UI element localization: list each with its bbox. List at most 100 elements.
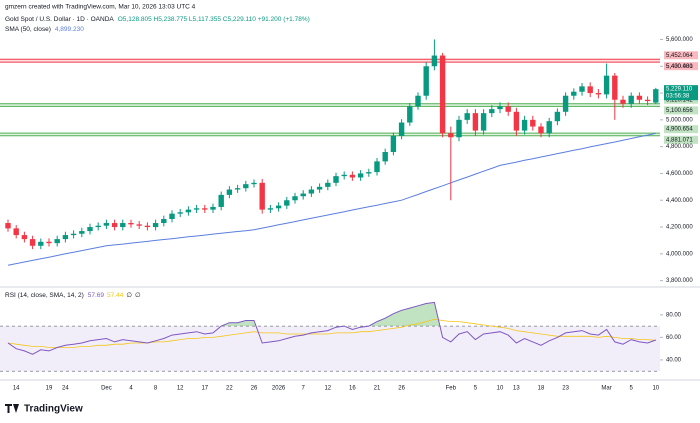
- rsi-y-tick-label: 40.00: [666, 358, 682, 364]
- x-tick-label: 12: [177, 386, 184, 392]
- zone-band: [0, 59, 660, 63]
- x-tick-label: 5: [474, 386, 478, 392]
- sma-header: SMA (50, close) 4,899.230: [5, 26, 84, 33]
- candle-body: [374, 161, 380, 173]
- x-tick-label: 7: [302, 386, 306, 392]
- candle-body: [554, 111, 561, 122]
- sma-value: 4,899.230: [55, 26, 84, 33]
- x-tick-label: 4: [129, 386, 133, 392]
- candle-body: [95, 225, 101, 228]
- candle-body: [382, 152, 388, 162]
- x-tick-label: 16: [349, 386, 356, 392]
- rsi-header: RSI (14, close, SMA, 14, 2) 57.69 57.44 ∅ ∅: [5, 292, 141, 299]
- candle-body: [497, 106, 503, 110]
- candle-body: [480, 113, 487, 131]
- candle-body: [653, 89, 659, 103]
- x-tick-label: 14: [13, 386, 20, 392]
- candle-body: [226, 189, 233, 195]
- candle-body: [341, 174, 347, 177]
- candle-body: [538, 126, 544, 134]
- x-tick-label: Dec: [101, 386, 112, 392]
- y-tick-label: 5,600.000: [666, 37, 693, 43]
- symbol-header: Gold Spot / U.S. Dollar · 1D · OANDA O5,1…: [5, 16, 310, 23]
- candle-body: [275, 205, 282, 209]
- candle-body: [456, 119, 462, 138]
- x-tick-label: Feb: [446, 386, 457, 392]
- zone-band: [0, 133, 660, 136]
- candle-body: [513, 111, 520, 131]
- candle-body: [251, 182, 257, 185]
- candle-body: [300, 193, 306, 197]
- rsi-name: RSI (14, close, SMA, 14, 2): [5, 292, 84, 299]
- x-tick-label: 22: [226, 386, 233, 392]
- candle-body: [546, 121, 552, 134]
- candle-body: [79, 231, 85, 234]
- candle-body: [325, 182, 331, 187]
- candle-body: [243, 184, 249, 189]
- candle-body: [202, 208, 208, 210]
- candle-body: [333, 176, 339, 183]
- y-tick-label: 4,600.000: [666, 171, 693, 177]
- candle-body: [587, 86, 593, 94]
- candle-body: [128, 223, 134, 225]
- rsi-ma-value: 57.44: [107, 292, 124, 299]
- candle-body: [628, 95, 634, 104]
- candle-body: [472, 113, 479, 131]
- last-price-box: [664, 85, 698, 101]
- candle-body: [177, 212, 183, 214]
- candle-body: [439, 55, 446, 134]
- candle-body: [423, 66, 429, 96]
- level-label-box: [664, 51, 698, 60]
- candle-body: [571, 91, 577, 96]
- candle-body: [292, 196, 298, 201]
- rsi-value: 57.69: [88, 292, 105, 299]
- candle-body: [38, 241, 44, 246]
- level-label-box: [664, 125, 698, 134]
- y-tick-label: 4,000.000: [666, 251, 693, 257]
- rsi-line: [7, 301, 656, 355]
- x-tick-label: 5: [630, 386, 634, 392]
- candle-body: [431, 55, 438, 67]
- candle-body: [489, 109, 495, 114]
- x-tick-label: 24: [62, 386, 69, 392]
- y-tick-label: 5,400.000: [666, 64, 693, 70]
- zone-band: [0, 103, 660, 107]
- rsi-overbought-fill: [221, 302, 440, 327]
- y-tick-label: 4,400.000: [666, 198, 693, 204]
- level-label: 5,452.064: [666, 53, 693, 59]
- level-label: 5,430.481: [666, 64, 693, 70]
- ohlc: O5,128.805 H5,238.775 L5,117.355 C5,229.…: [118, 16, 310, 23]
- countdown-label: 03:56:38: [666, 94, 690, 100]
- candle-body: [21, 235, 28, 240]
- candle-body: [169, 213, 175, 220]
- level-label: 5,120.142: [666, 97, 693, 103]
- level-label-box: [664, 135, 698, 144]
- sma-line: [7, 132, 656, 266]
- candle-body: [210, 206, 216, 210]
- candle-body: [46, 241, 52, 244]
- candle-body: [267, 208, 274, 210]
- candle-body: [415, 95, 421, 107]
- x-tick-label: 10: [652, 386, 659, 392]
- y-tick-label: 3,800.000: [666, 278, 693, 284]
- candle-body: [636, 95, 643, 100]
- candle-body: [530, 119, 536, 127]
- candle-body: [193, 208, 200, 210]
- last-price-label: 5,229.110: [666, 87, 693, 93]
- candle-body: [390, 135, 397, 153]
- rsi-y-tick-label: 80.00: [666, 312, 682, 318]
- title: Gold Spot / U.S. Dollar · 1D · OANDA: [5, 16, 114, 23]
- candle-body: [120, 223, 126, 228]
- candle-body: [234, 188, 241, 190]
- x-tick-label: 2026: [272, 386, 286, 392]
- x-tick-label: Mar: [601, 386, 611, 392]
- candle-body: [70, 233, 77, 236]
- candle-body: [152, 223, 159, 228]
- candle-body: [620, 99, 626, 104]
- candle-body: [161, 219, 167, 224]
- credit: gmzern created with TradingView.com, Mar…: [5, 4, 196, 11]
- level-label: 4,900.654: [666, 127, 693, 133]
- x-tick-label: 12: [324, 386, 331, 392]
